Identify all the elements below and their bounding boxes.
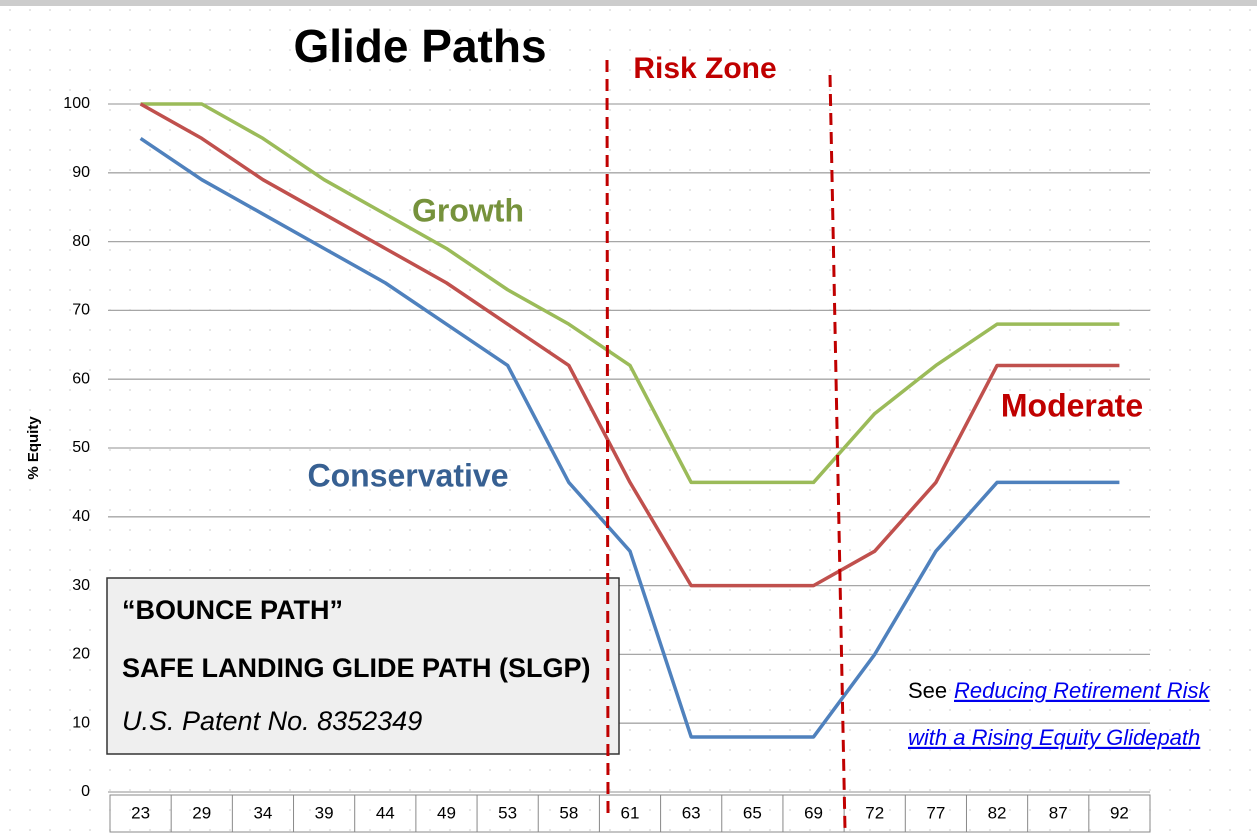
link[interactable]: Reducing Retirement Risk <box>954 678 1211 703</box>
y-tick-label: 70 <box>72 302 90 319</box>
x-tick-label: 34 <box>253 803 272 822</box>
x-tick-label: 87 <box>1049 803 1068 822</box>
series-line <box>140 102 1120 485</box>
callout-line: SAFE LANDING GLIDE PATH (SLGP) <box>122 653 591 683</box>
link-prefix: See <box>908 678 947 703</box>
x-tick-label: 53 <box>498 803 517 822</box>
x-tick-label: 23 <box>131 803 150 822</box>
x-tick-label: 69 <box>804 803 823 822</box>
x-tick-label: 82 <box>988 803 1007 822</box>
x-tick-label: 72 <box>865 803 884 822</box>
callout-box <box>106 577 620 755</box>
y-tick-label: 40 <box>72 508 90 525</box>
x-tick-label: 63 <box>682 803 701 822</box>
series-label: Growth <box>412 192 524 228</box>
series-line <box>139 102 1120 588</box>
y-tick-label: 50 <box>72 439 90 456</box>
series-group: Growth Moderate Conservative <box>139 102 1143 739</box>
link[interactable]: with a Rising Equity Glidepath <box>908 725 1200 750</box>
x-tick-label: 65 <box>743 803 762 822</box>
top-border <box>0 0 1257 6</box>
y-tick-label: 10 <box>72 714 90 731</box>
x-tick-label: 29 <box>192 803 211 822</box>
x-axis: 23 29 34 39 44 49 53 58 61 63 65 69 72 77 82 87 92 <box>109 794 1151 833</box>
x-tick-label: 49 <box>437 803 456 822</box>
annotation: Risk Zone <box>633 52 776 85</box>
callout-line: U.S. Patent No. 8352349 <box>122 706 422 736</box>
risk-zone-start <box>605 59 610 816</box>
callout-line: “BOUNCE PATH” <box>122 595 343 625</box>
y-axis-label: % Equity <box>25 416 42 480</box>
y-tick-label: 0 <box>81 783 90 800</box>
x-tick-label: 77 <box>926 803 945 822</box>
risk-zone-end <box>828 74 847 831</box>
x-tick-label: 44 <box>376 803 395 822</box>
y-tick-label: 90 <box>72 164 90 181</box>
chart-title: Glide Paths <box>293 20 546 72</box>
series-line <box>139 136 1120 739</box>
series-label: Moderate <box>1001 387 1143 423</box>
x-tick-label: 58 <box>559 803 578 822</box>
series-label: Conservative <box>308 457 509 493</box>
x-tick-label: 92 <box>1110 803 1129 822</box>
y-tick-label: 80 <box>72 233 90 250</box>
x-axis-box <box>109 794 1151 833</box>
y-tick-label: 30 <box>72 577 90 594</box>
y-tick-label: 100 <box>63 95 90 112</box>
x-tick-label: 39 <box>315 803 334 822</box>
x-tick-label: 61 <box>621 803 640 822</box>
y-tick-label: 20 <box>72 646 90 663</box>
y-tick-label: 60 <box>72 370 90 387</box>
